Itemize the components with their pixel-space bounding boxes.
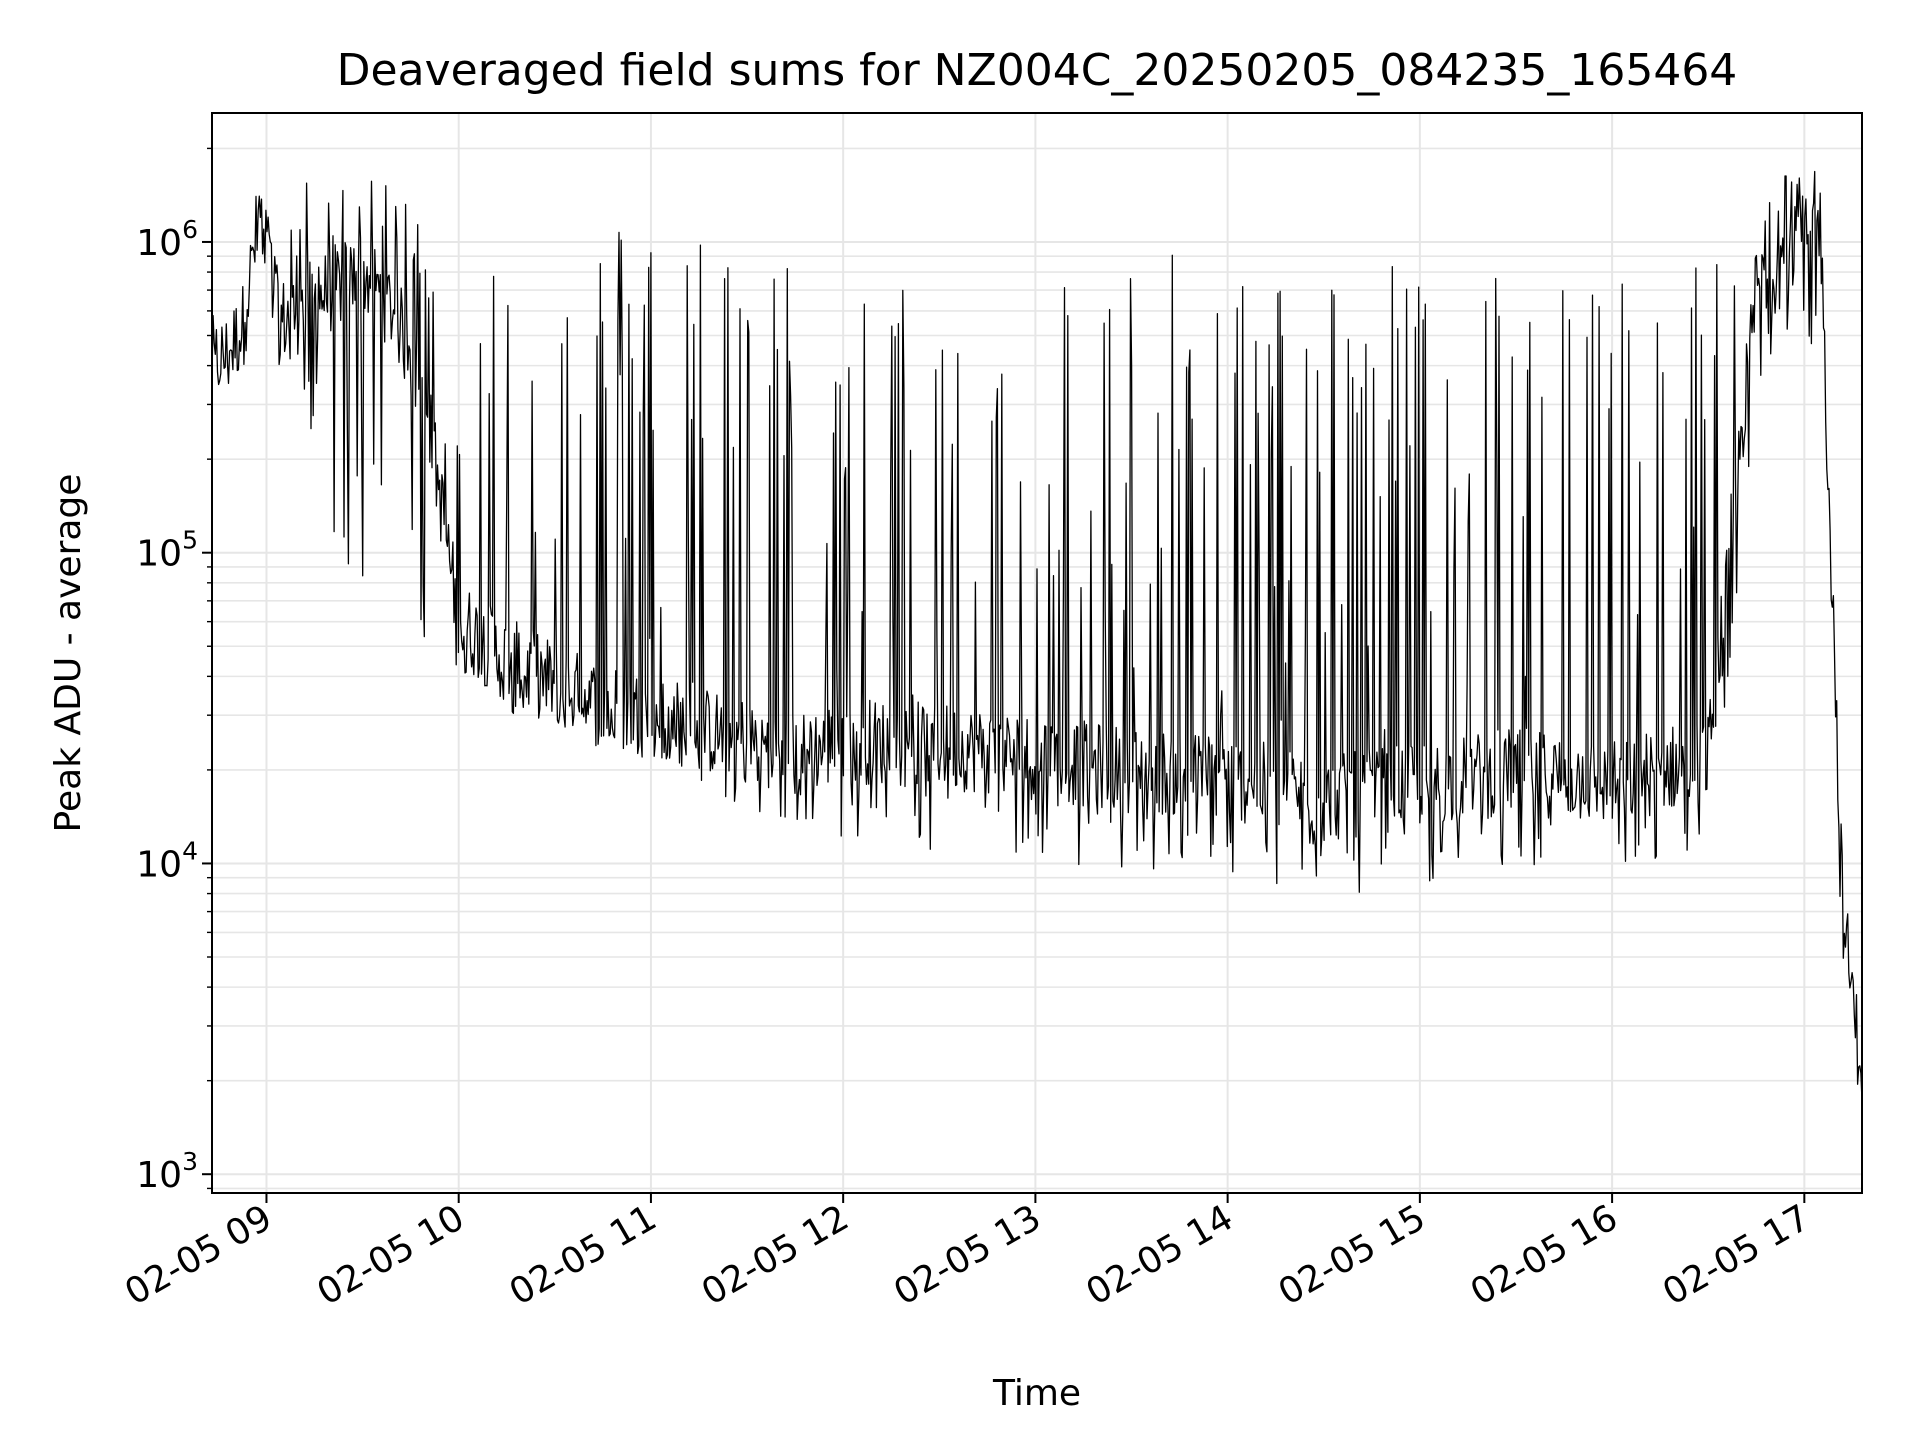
y-axis-label: Peak ADU - average [48, 474, 89, 833]
chart-title: Deaveraged field sums for NZ004C_2025020… [337, 45, 1738, 96]
series-line [211, 170, 1863, 1102]
y-tick-label: 106 [136, 215, 198, 264]
x-axis-label: Time [992, 1373, 1081, 1414]
y-tick-label: 104 [136, 836, 198, 885]
y-tick-label: 103 [136, 1147, 198, 1196]
plot-frame [211, 112, 1863, 1194]
y-tick-label: 105 [136, 526, 198, 575]
